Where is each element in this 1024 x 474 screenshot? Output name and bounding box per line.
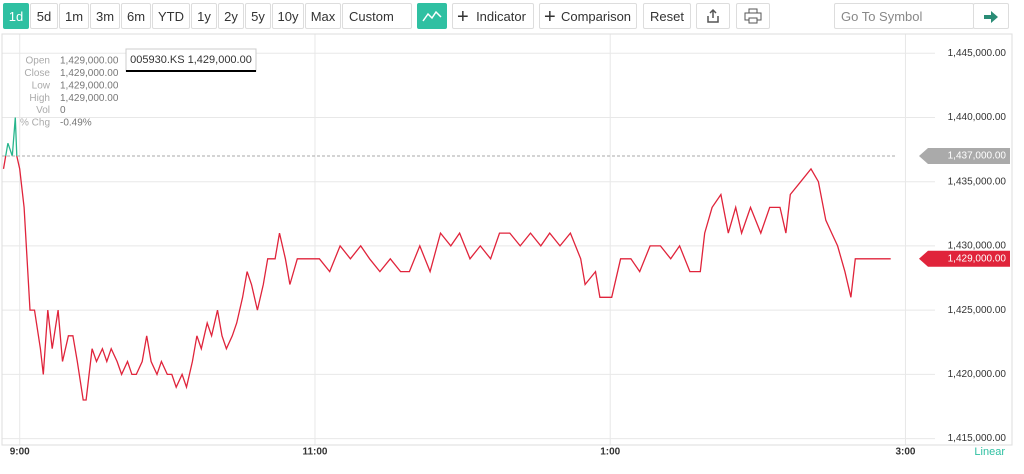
- chart-type-button[interactable]: [417, 3, 447, 29]
- range-button[interactable]: 3m: [90, 3, 120, 29]
- range-button[interactable]: 2y: [218, 3, 244, 29]
- indicator-button[interactable]: Indicator: [452, 3, 534, 29]
- range-button[interactable]: 1m: [59, 3, 89, 29]
- info-label: High: [29, 93, 50, 104]
- info-value: 1,429,000.00: [60, 93, 119, 104]
- x-tick-label: 9:00: [10, 447, 30, 458]
- price-tag-label: 1,437,000.00: [948, 151, 1007, 162]
- info-value: 1,429,000.00: [60, 68, 119, 79]
- x-tick-label: 11:00: [302, 447, 327, 458]
- info-label: Low: [32, 80, 51, 91]
- y-tick-label: 1,440,000.00: [948, 112, 1007, 123]
- price-tag-label: 1,429,000.00: [948, 253, 1007, 264]
- range-button[interactable]: 5y: [245, 3, 271, 29]
- range-button[interactable]: Max: [305, 3, 341, 29]
- plus-icon: +: [457, 6, 469, 28]
- scale-mode[interactable]: Linear: [974, 446, 1005, 458]
- x-tick-label: 1:00: [600, 447, 620, 458]
- price-tag: [919, 250, 1010, 267]
- info-value: 1,429,000.00: [60, 56, 119, 67]
- tooltip: 005930.KS 1,429,000.00: [130, 54, 252, 66]
- info-value: -0.49%: [60, 118, 92, 129]
- range-button[interactable]: 6m: [121, 3, 151, 29]
- plus-icon: +: [544, 6, 556, 28]
- y-tick-label: 1,420,000.00: [948, 369, 1007, 380]
- range-button[interactable]: 5d: [30, 3, 58, 29]
- plot-frame: [1, 33, 1013, 446]
- info-value: 0: [60, 105, 66, 116]
- info-label: Vol: [36, 105, 50, 116]
- info-label: Open: [26, 56, 50, 67]
- info-label: Close: [24, 68, 50, 79]
- print-button[interactable]: [736, 3, 770, 29]
- x-tick-label: 3:00: [895, 447, 915, 458]
- grid: [2, 34, 935, 445]
- range-button[interactable]: 1y: [191, 3, 217, 29]
- toolbar: 1d 5d 1m 3m 6m YTD 1y 2y 5y 10y Max Custom Indicator…: [0, 0, 1024, 35]
- search-go[interactable]: [973, 3, 1009, 29]
- reset-button[interactable]: Reset: [643, 3, 691, 29]
- info-label: % Chg: [20, 118, 50, 129]
- range-button[interactable]: 10y: [272, 3, 304, 29]
- price-line: [2, 117, 891, 401]
- y-tick-label: 1,430,000.00: [948, 241, 1007, 252]
- info-value: 1,429,000.00: [60, 80, 119, 91]
- y-tick-label: 1,425,000.00: [948, 305, 1007, 316]
- range-button[interactable]: 1d: [3, 3, 29, 29]
- y-tick-label: 1,435,000.00: [948, 176, 1007, 187]
- range-button[interactable]: YTD: [152, 3, 190, 29]
- share-button[interactable]: [696, 3, 730, 29]
- price-tag: [919, 148, 1010, 165]
- y-tick-label: 1,445,000.00: [948, 48, 1007, 59]
- symbol-search[interactable]: Go To Symbol: [834, 3, 974, 29]
- comparison-button[interactable]: Comparison: [539, 3, 637, 29]
- y-tick-label: 1,415,000.00: [948, 433, 1007, 444]
- range-button[interactable]: Custom: [342, 3, 412, 29]
